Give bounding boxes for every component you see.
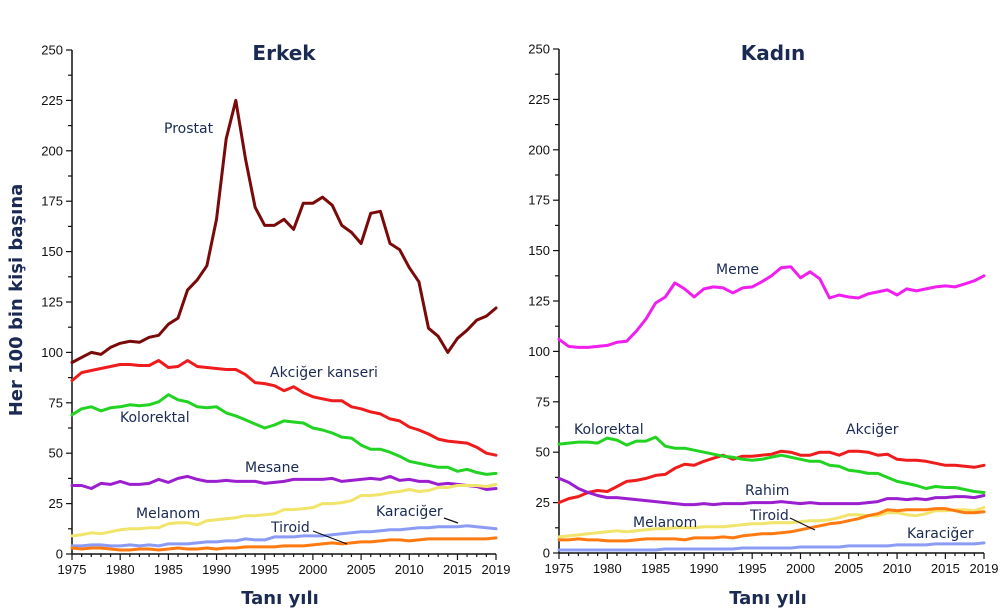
series-line-tiroid [557,507,986,543]
y-tick-label: 50 [536,445,550,460]
panel-title-erkek: Erkek [252,41,316,65]
x-tick-label: 2000 [786,561,815,576]
series-label-akciger-kanseri: Akciğer kanseri [270,365,378,381]
panel-kadin: Kadın Tanı yılı 0 25 50 75 100 125 150 175 200 22… [528,41,998,609]
y-tick-label: 100 [528,344,550,359]
y-tick-label: 250 [528,42,550,57]
series-label-kolorektal: Kolorektal [120,410,190,426]
x-tick-label: 1980 [106,562,135,577]
series-line-tiroid [70,536,498,552]
series-label-rahim: Rahim [745,483,789,499]
series-label-kolorektal-kadin: Kolorektal [574,422,644,438]
y-tick-label: 0 [56,547,63,562]
panel-title-kadin: Kadın [741,41,805,65]
x-tick-label: 1975 [545,561,574,576]
y-tick-label: 125 [41,295,63,310]
series-label-karaciger: Karaciğer [376,504,443,520]
x-tick-label: 2015 [443,562,472,577]
series-label-tiroid-kadin: Tiroid [749,508,789,524]
x-tick-label: 1990 [202,562,231,577]
series-line-prostat [70,98,498,364]
y-tick-label: 150 [41,244,63,259]
leader-tiroid [312,530,348,545]
x-tick-label: 2005 [834,561,863,576]
x-tick-label: 1985 [154,562,183,577]
series-line-karaciger [557,541,986,552]
y-axis-title: Her 100 bin kişi başına [6,184,27,417]
x-tick-label: 2019 [970,561,999,576]
y-tick-label: 25 [536,495,550,510]
x-tick-label: 1975 [58,562,87,577]
series-line-kolorektal [557,435,986,494]
series-line-akciger-kanseri [70,359,498,457]
x-axis-title-kadin: Tanı yılı [729,588,807,609]
y-tick-label: 250 [41,43,63,58]
y-tick-label: 100 [41,345,63,360]
series-line-melanom [70,482,498,538]
series-line-karaciger [70,524,498,548]
series-label-melanom: Melanom [136,506,200,522]
y-tick-label: 50 [49,446,63,461]
y-tick-label: 200 [528,142,550,157]
y-tick-label: 125 [528,294,550,309]
x-tick-label: 2010 [883,561,912,576]
x-tick-label: 2005 [347,562,376,577]
x-tick-label: 1995 [250,562,279,577]
series-label-prostat: Prostat [164,121,214,137]
series-label-tiroid: Tiroid [270,520,310,536]
y-tick-label: 75 [536,394,550,409]
series-line-rahim [557,476,986,507]
x-tick-label: 2000 [298,562,327,577]
series-line-meme [557,265,986,349]
y-tick-label: 200 [41,143,63,158]
series-line-mesane [70,474,498,491]
x-tick-label: 1980 [593,561,622,576]
x-tick-label: 1990 [689,561,718,576]
y-tick-label: 150 [528,243,550,258]
leader-karaciger [443,517,459,524]
series-label-meme: Meme [716,262,759,278]
y-tick-label: 225 [41,93,63,108]
x-axis-title-erkek: Tanı yılı [241,588,319,609]
leader-tiroid-kadin [789,517,816,531]
series-line-kolorektal [70,393,498,476]
x-tick-label: 1995 [738,561,767,576]
x-tick-label: 2010 [395,562,424,577]
y-tick-label: 75 [49,395,63,410]
series-label-karaciger-kadin: Karaciğer [907,526,974,542]
series-label-mesane: Mesane [245,460,299,476]
x-tick-label: 1985 [641,561,670,576]
y-tick-label: 25 [49,496,63,511]
series-label-melanom-kadin: Melanom [633,515,697,531]
y-tick-label: 225 [528,92,550,107]
y-tick-label: 175 [41,194,63,209]
x-tick-label: 2019 [482,562,511,577]
series-line-akciger [557,449,986,505]
x-tick-label: 2015 [931,561,960,576]
series-line-melanom [557,506,986,539]
series-label-akciger: Akciğer [846,422,899,438]
panel-erkek: Erkek Tanı yılı 0 25 50 75 100 125 150 175 200 22… [41,41,510,609]
y-tick-label: 0 [543,546,550,561]
y-tick-label: 175 [528,193,550,208]
